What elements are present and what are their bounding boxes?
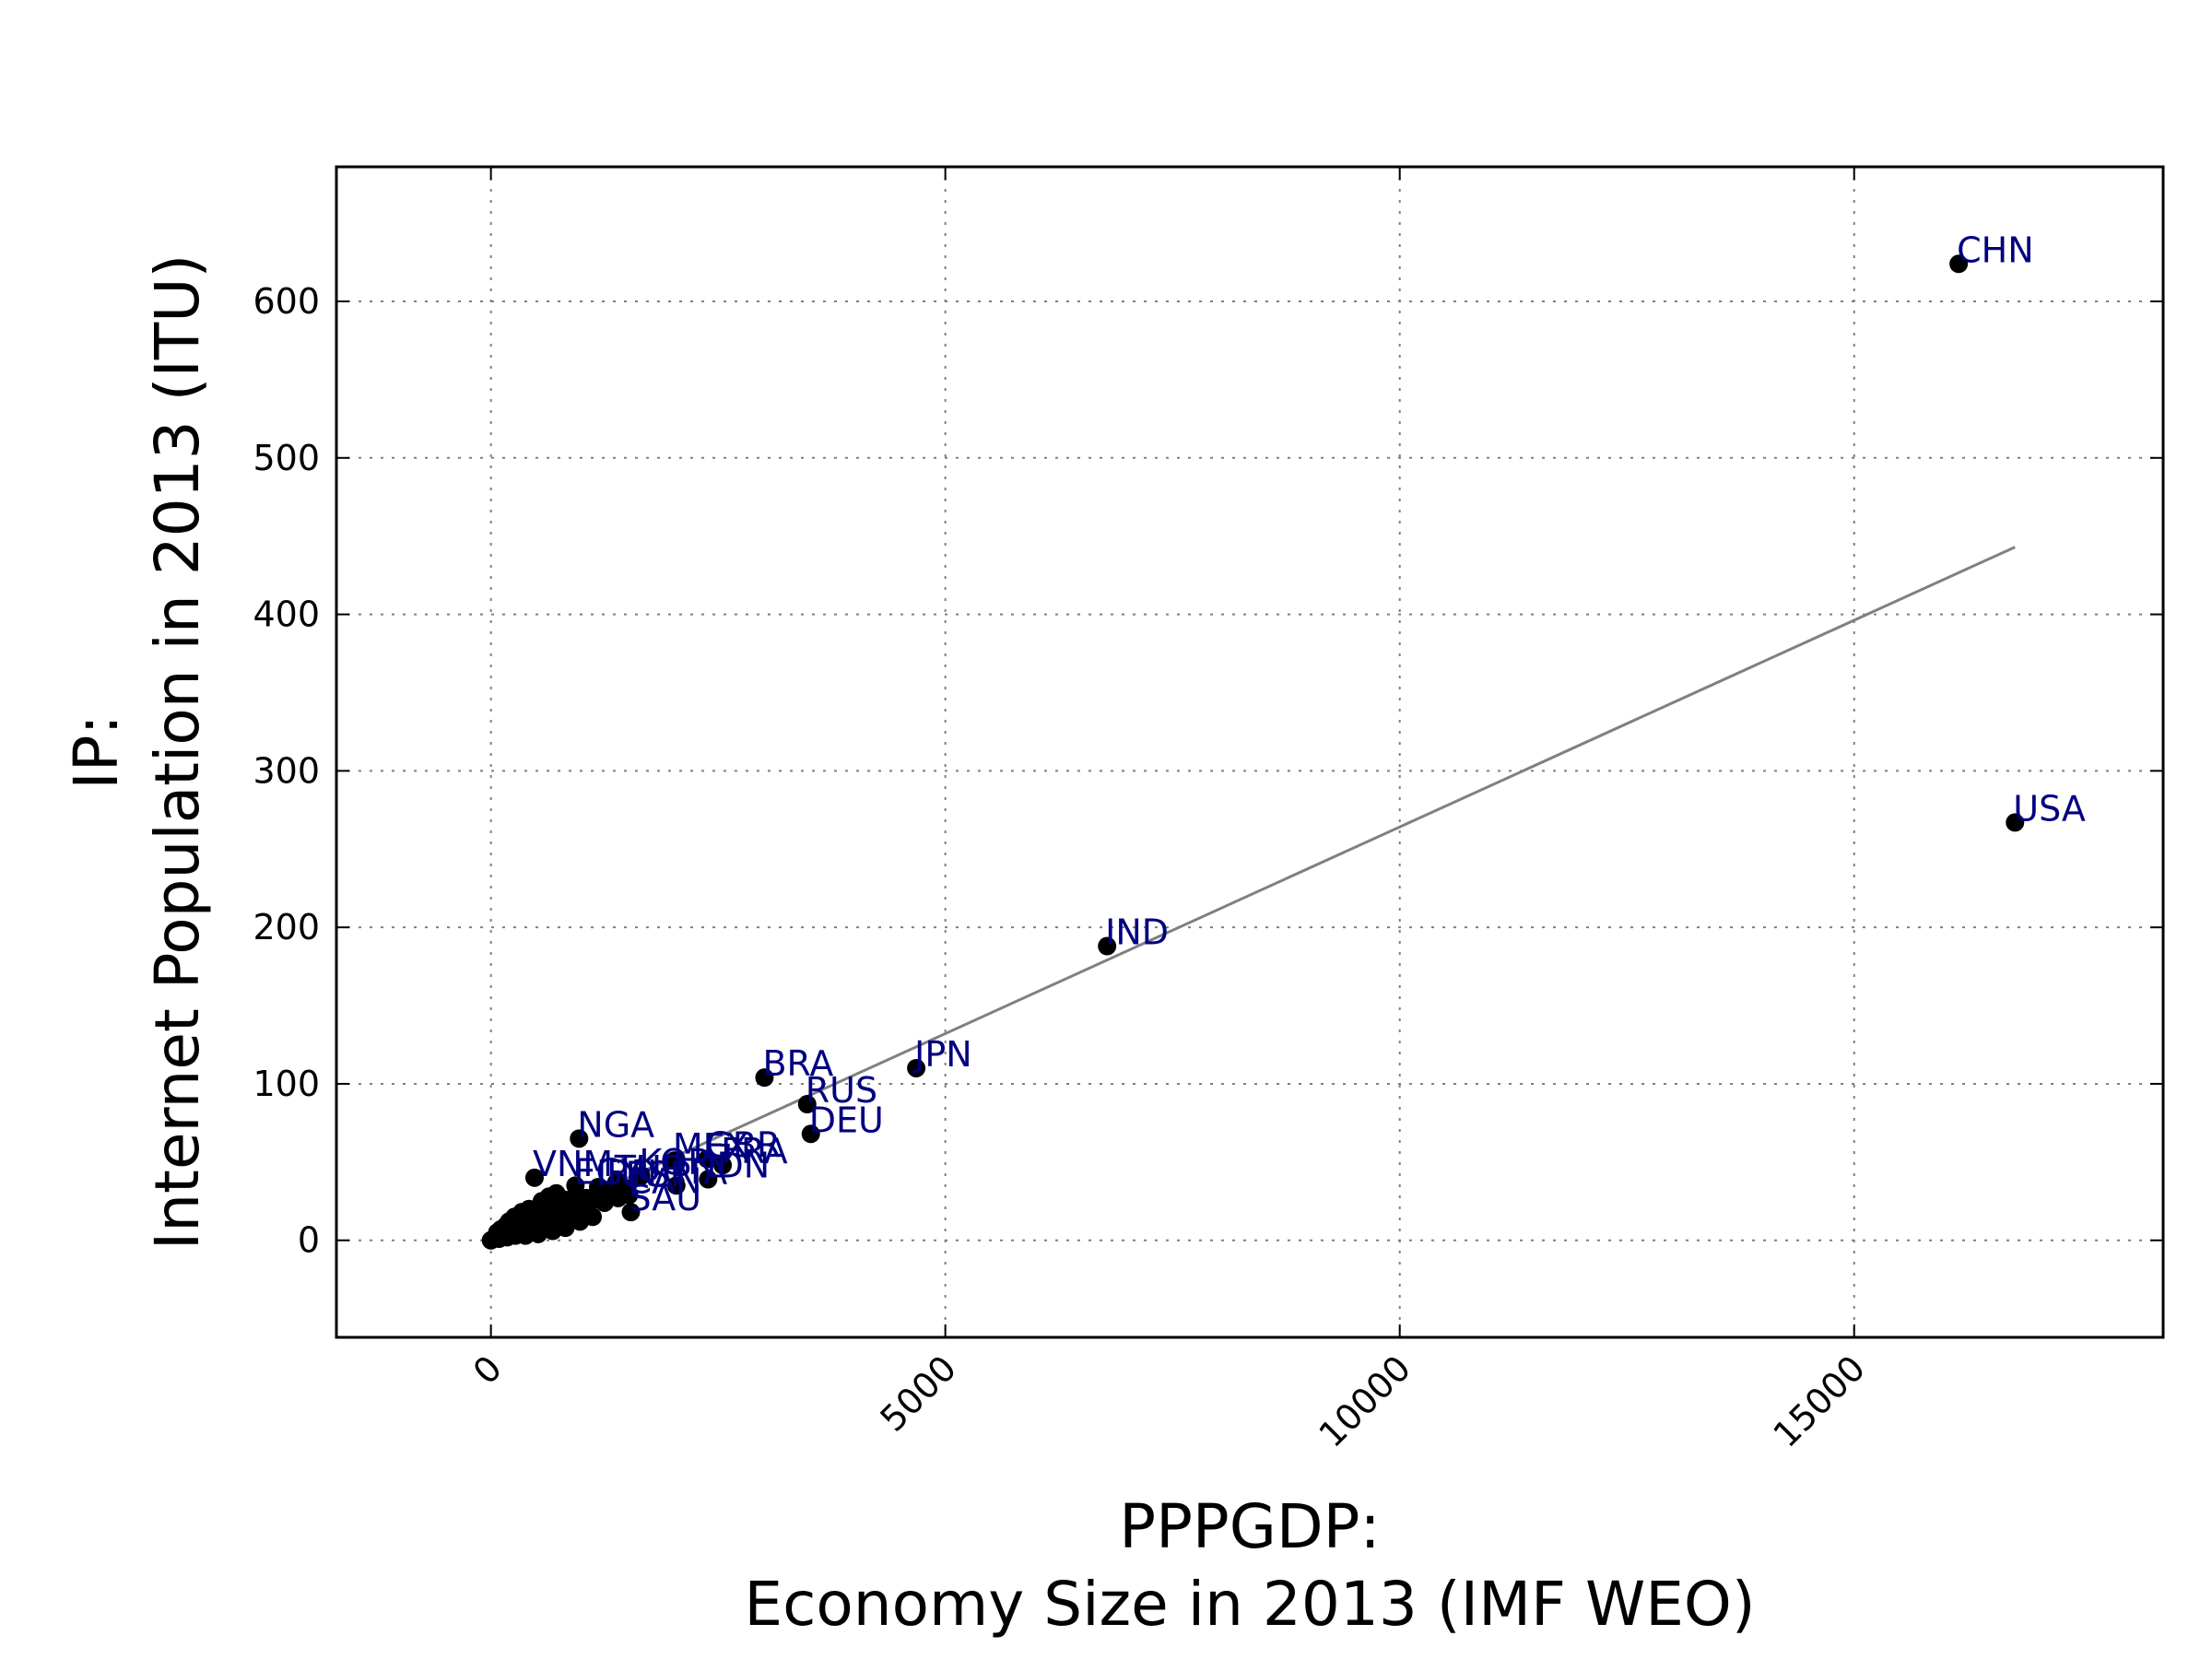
grid — [336, 167, 2163, 1337]
data-point — [1098, 936, 1117, 956]
point-label: NGA — [577, 1104, 654, 1145]
plot-frame — [335, 165, 2165, 1339]
trend-line — [490, 546, 2016, 1242]
point-label: ESP — [626, 1155, 691, 1195]
x-axis-title-line2: Economy Size in 2013 (IMF WEO) — [744, 1569, 1755, 1640]
point-label: IDN — [706, 1146, 770, 1186]
point-label: RUS — [806, 1070, 877, 1111]
y-tick-label: 300 — [253, 750, 320, 791]
point-label: BRA — [762, 1043, 833, 1084]
point-label: USA — [2013, 788, 2086, 829]
data-point — [907, 1058, 926, 1077]
point-label: TUR — [614, 1148, 686, 1189]
y-tick-label: 200 — [253, 907, 320, 947]
data-point — [488, 1223, 507, 1242]
plot-area — [336, 167, 2163, 1337]
point-label: IND — [1105, 912, 1169, 953]
data-point — [524, 1168, 544, 1187]
data-point — [755, 1068, 774, 1088]
point-label: MEX — [673, 1126, 749, 1167]
y-axis-title-line2: Internet Population in 2013 (ITU) — [142, 254, 213, 1250]
data-point — [570, 1129, 589, 1148]
x-tick-label: 0 — [465, 1347, 510, 1392]
point-label: CAN — [628, 1160, 702, 1201]
point-label: FRA — [721, 1131, 788, 1171]
point-label: SAU — [629, 1178, 701, 1218]
data-point — [699, 1170, 718, 1189]
y-tick-label: 400 — [253, 594, 320, 635]
data-point — [665, 1151, 684, 1171]
y-axis-title-line1: IP: — [61, 714, 132, 790]
data-point — [797, 1095, 817, 1114]
point-label: EGY — [573, 1151, 643, 1192]
data-point — [621, 1203, 641, 1222]
data-point — [801, 1124, 820, 1144]
point-label: JPN — [912, 1034, 972, 1075]
data-point — [1949, 254, 1969, 274]
y-tick-label: 500 — [253, 438, 320, 478]
point-label: KOR — [639, 1142, 712, 1182]
data-point — [583, 1207, 603, 1227]
data-point — [666, 1176, 686, 1195]
point-label: IRN — [596, 1153, 657, 1194]
data-point — [566, 1176, 585, 1195]
x-tick-label: 5000 — [873, 1347, 965, 1440]
x-tick-label: 15000 — [1766, 1347, 1874, 1455]
point-label: VNM — [533, 1144, 613, 1184]
data-point — [588, 1178, 607, 1197]
data-point — [619, 1185, 639, 1205]
x-axis-title-line1: PPPGDP: — [1119, 1491, 1380, 1562]
data-point — [2006, 813, 2025, 832]
point-label: GBR — [705, 1124, 781, 1165]
point-label: CHN — [1957, 229, 2034, 270]
data-point — [713, 1156, 733, 1175]
y-tick-label: 600 — [253, 281, 320, 322]
y-tick-label: 0 — [298, 1220, 320, 1261]
y-tick-label: 100 — [253, 1064, 320, 1104]
data-point — [556, 1218, 575, 1238]
data-point — [547, 1183, 566, 1203]
data-point — [528, 1224, 547, 1243]
trend-layer — [490, 546, 2016, 1242]
point-label: ITA — [675, 1151, 727, 1192]
data-point — [698, 1149, 717, 1169]
x-tick-label: 10000 — [1311, 1347, 1418, 1455]
point-label: DEU — [809, 1100, 884, 1140]
data-point — [631, 1167, 651, 1186]
points-layer — [481, 254, 2025, 1250]
